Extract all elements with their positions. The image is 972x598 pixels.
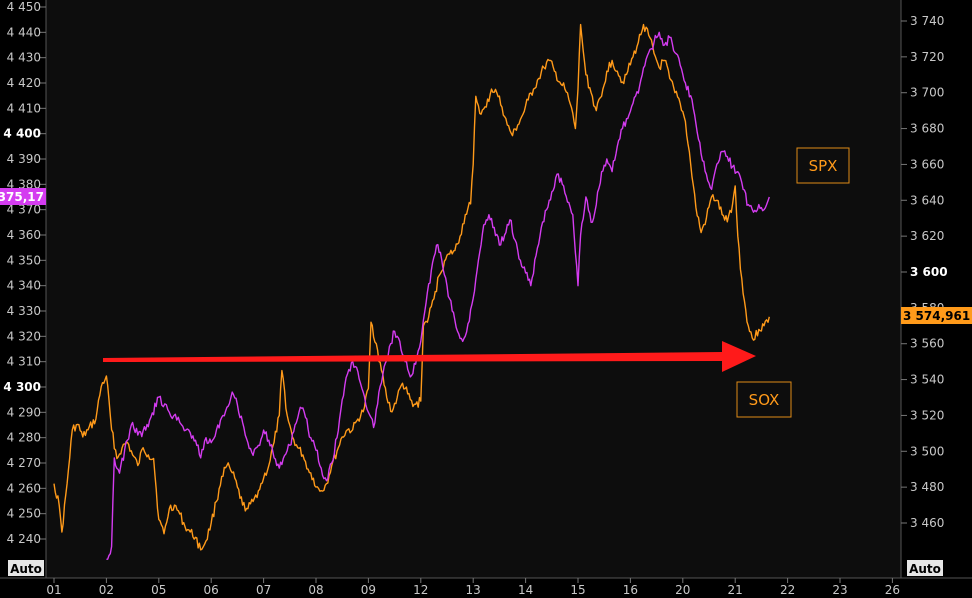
right-tick-label: 3 600 bbox=[910, 265, 948, 279]
left-current-value-label: 4 375,17 bbox=[0, 190, 44, 204]
left-tick-label: 4 380 bbox=[7, 177, 41, 191]
right-current-value-box bbox=[901, 307, 972, 324]
left-tick-label: 4 260 bbox=[7, 481, 41, 495]
x-tick-label: 07 bbox=[256, 583, 271, 597]
left-auto-button-label[interactable]: Auto bbox=[10, 562, 42, 576]
left-tick-label: 4 350 bbox=[7, 253, 41, 267]
spx-series-line bbox=[106, 31, 770, 560]
right-tick-label: 3 560 bbox=[910, 337, 944, 351]
right-tick-label: 3 480 bbox=[910, 480, 944, 494]
x-tick-label: 26 bbox=[885, 583, 900, 597]
x-tick-label: 16 bbox=[623, 583, 638, 597]
right-auto-button-bg[interactable] bbox=[907, 560, 943, 576]
x-axis-ticks: 01 02 05 06 07 08 09 12 13 14 15 16 20 21 22 23 26 bbox=[46, 578, 900, 597]
x-tick-label: 05 bbox=[151, 583, 166, 597]
x-tick-label: 01 bbox=[46, 583, 61, 597]
spx-annotation-label: SPX bbox=[809, 157, 838, 175]
x-tick-label: 08 bbox=[308, 583, 323, 597]
left-tick-label: 4 440 bbox=[7, 25, 41, 39]
left-tick-label: 4 270 bbox=[7, 456, 41, 470]
left-tick-label: 4 450 bbox=[7, 0, 41, 14]
x-tick-label: 12 bbox=[413, 583, 428, 597]
trend-arrow bbox=[103, 341, 756, 372]
left-tick-label: 4 400 bbox=[3, 127, 41, 141]
right-tick-label: 3 740 bbox=[910, 14, 944, 28]
right-current-value-label: 3 574,961 bbox=[903, 309, 970, 323]
x-tick-label: 23 bbox=[832, 583, 847, 597]
left-tick-label: 4 420 bbox=[7, 76, 41, 90]
plot-area bbox=[46, 0, 901, 578]
left-current-value-box bbox=[0, 188, 46, 205]
left-current-value-marker: 4 375,17 bbox=[0, 188, 46, 205]
left-axis-ticks: 4 450 4 440 4 430 4 420 4 410 4 400 4 390 4 380… bbox=[3, 0, 46, 546]
right-auto-button[interactable]: Auto bbox=[907, 560, 943, 576]
left-tick-label: 4 330 bbox=[7, 304, 41, 318]
sox-annotation-label: SOX bbox=[749, 391, 780, 409]
left-tick-label: 4 410 bbox=[7, 101, 41, 115]
left-tick-label: 4 430 bbox=[7, 51, 41, 65]
right-tick-label: 3 620 bbox=[910, 229, 944, 243]
right-tick-label: 3 500 bbox=[910, 444, 944, 458]
sox-annotation-box bbox=[736, 381, 792, 418]
right-tick-label: 3 640 bbox=[910, 193, 944, 207]
x-tick-label: 20 bbox=[675, 583, 690, 597]
right-auto-button-label[interactable]: Auto bbox=[909, 562, 941, 576]
series-layer bbox=[53, 23, 770, 560]
x-tick-label: 02 bbox=[99, 583, 114, 597]
x-tick-label: 21 bbox=[728, 583, 743, 597]
right-tick-label: 3 520 bbox=[910, 408, 944, 422]
x-tick-label: 14 bbox=[518, 583, 533, 597]
right-tick-label: 3 660 bbox=[910, 157, 944, 171]
sox-series-line bbox=[53, 23, 770, 551]
right-tick-label: 3 680 bbox=[910, 122, 944, 136]
left-tick-label: 4 250 bbox=[7, 507, 41, 521]
spx-annotation-box bbox=[796, 147, 850, 184]
right-current-value-marker: 3 574,961 bbox=[901, 307, 972, 324]
left-tick-label: 4 340 bbox=[7, 279, 41, 293]
spx-annotation: SPX bbox=[796, 147, 850, 184]
sox-annotation: SOX bbox=[736, 381, 792, 418]
right-axis-ticks: 3 740 3 720 3 700 3 680 3 660 3 640 3 620 3 600… bbox=[901, 14, 948, 530]
left-tick-label: 4 300 bbox=[3, 380, 41, 394]
left-tick-label: 4 290 bbox=[7, 405, 41, 419]
x-tick-label: 22 bbox=[780, 583, 795, 597]
left-tick-label: 4 390 bbox=[7, 152, 41, 166]
left-tick-label: 4 310 bbox=[7, 355, 41, 369]
x-tick-label: 09 bbox=[361, 583, 376, 597]
left-tick-label: 4 280 bbox=[7, 431, 41, 445]
left-tick-label: 4 360 bbox=[7, 228, 41, 242]
x-tick-label: 15 bbox=[570, 583, 585, 597]
right-tick-label: 3 700 bbox=[910, 86, 944, 100]
right-tick-label: 3 460 bbox=[910, 516, 944, 530]
right-tick-label: 3 540 bbox=[910, 373, 944, 387]
right-tick-label: 3 720 bbox=[910, 50, 944, 64]
left-auto-button[interactable]: Auto bbox=[8, 560, 44, 576]
left-tick-label: 4 320 bbox=[7, 329, 41, 343]
trend-arrow-body bbox=[103, 341, 756, 372]
x-tick-label: 06 bbox=[204, 583, 219, 597]
x-tick-label: 13 bbox=[466, 583, 481, 597]
left-tick-label: 4 240 bbox=[7, 532, 41, 546]
left-tick-label: 4 370 bbox=[7, 203, 41, 217]
left-auto-button-bg[interactable] bbox=[8, 560, 44, 576]
